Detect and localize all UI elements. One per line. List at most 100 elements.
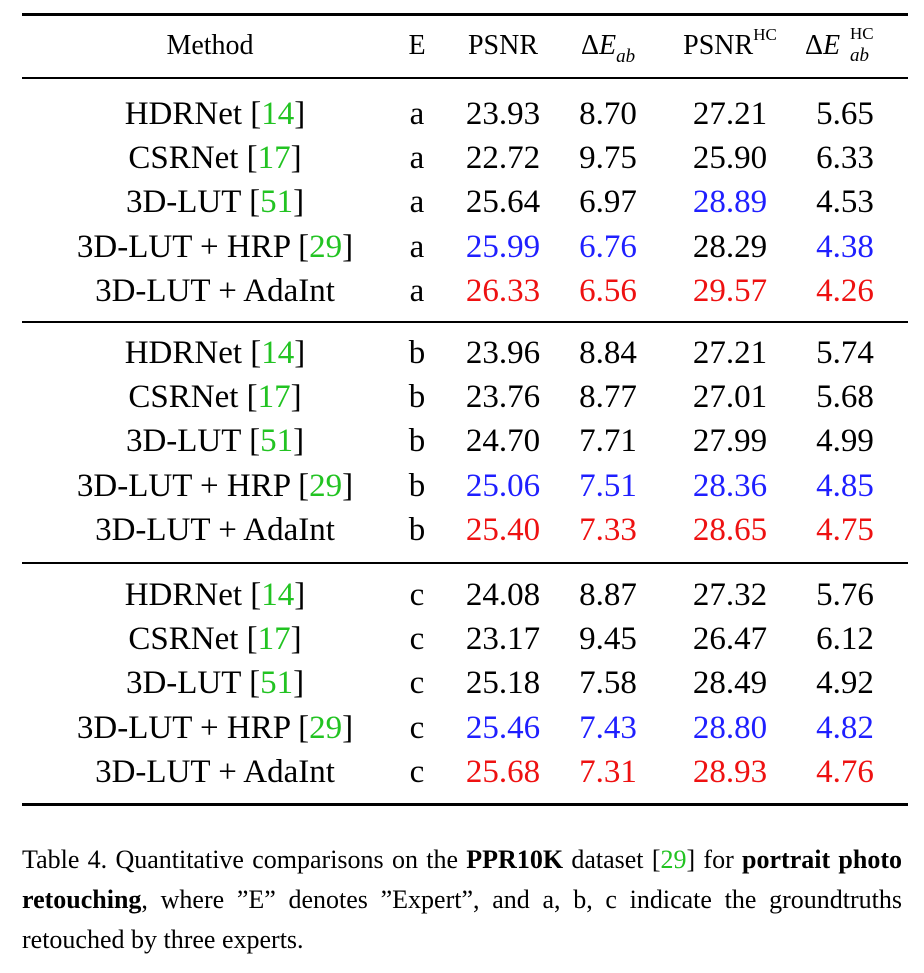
psnr-cell: 25.18 xyxy=(465,665,541,701)
top-rule xyxy=(22,13,908,16)
delta-e-cell: 9.75 xyxy=(579,140,637,176)
expert-cell: c xyxy=(409,577,425,613)
delta-e-cell: 7.71 xyxy=(579,423,637,459)
method-name: HDRNet xyxy=(124,577,251,613)
psnr-cell: 22.72 xyxy=(465,140,541,176)
citation-ref[interactable]: 14 xyxy=(261,577,295,613)
group-rule xyxy=(22,321,908,323)
table-row: 3D-LUT [51] b 24.70 7.71 27.99 4.99 xyxy=(0,419,924,463)
psnr-cell: 23.17 xyxy=(465,621,541,657)
delta-e-cell: 7.33 xyxy=(579,512,637,548)
psnr-cell: 25.64 xyxy=(465,184,541,220)
psnr-cell: 23.76 xyxy=(465,379,541,415)
header-psnr: PSNR xyxy=(467,30,539,61)
psnr-hc-cell: 29.57 xyxy=(692,273,768,309)
header-expert: E xyxy=(408,30,426,61)
citation-ref[interactable]: 14 xyxy=(261,335,295,371)
method-name: 3D-LUT + AdaInt xyxy=(95,512,335,548)
psnr-hc-cell: 28.49 xyxy=(692,665,768,701)
expert-cell: b xyxy=(408,468,426,504)
header-delta-e-hc: ΔE HC ab xyxy=(805,24,874,66)
expert-cell: c xyxy=(409,710,425,746)
delta-e-hc-cell: 5.76 xyxy=(816,577,874,613)
citation-ref[interactable]: 17 xyxy=(257,140,291,176)
method-name: CSRNet xyxy=(128,621,247,657)
expert-cell: c xyxy=(409,665,425,701)
delta-e-cell: 8.84 xyxy=(579,335,637,371)
psnr-cell: 24.08 xyxy=(465,577,541,613)
psnr-cell: 25.40 xyxy=(465,512,541,548)
psnr-hc-cell: 27.21 xyxy=(692,335,768,371)
psnr-cell: 25.46 xyxy=(465,710,541,746)
delta-e-hc-cell: 5.74 xyxy=(816,335,874,371)
delta-e-cell: 7.31 xyxy=(579,754,637,790)
header-method: Method xyxy=(166,30,254,61)
psnr-cell: 23.93 xyxy=(465,96,541,132)
citation-ref[interactable]: 17 xyxy=(257,621,291,657)
citation-ref[interactable]: 29 xyxy=(309,710,343,746)
psnr-hc-cell: 28.89 xyxy=(692,184,768,220)
delta-e-cell: 6.97 xyxy=(579,184,637,220)
citation-ref[interactable]: 14 xyxy=(261,96,295,132)
citation-ref[interactable]: 51 xyxy=(260,423,294,459)
psnr-hc-cell: 26.47 xyxy=(692,621,768,657)
delta-e-hc-cell: 4.75 xyxy=(816,512,874,548)
citation-ref[interactable]: 17 xyxy=(257,379,291,415)
psnr-hc-cell: 25.90 xyxy=(692,140,768,176)
delta-e-hc-cell: 4.76 xyxy=(816,754,874,790)
method-name: 3D-LUT xyxy=(125,665,250,701)
header-row: Method E PSNR ΔEab PSNRHC ΔE HC ab xyxy=(0,24,924,68)
table-row: HDRNet [14] a 23.93 8.70 27.21 5.65 xyxy=(0,92,924,136)
method-cell: 3D-LUT + AdaInt xyxy=(30,508,400,552)
table-row: CSRNet [17] c 23.17 9.45 26.47 6.12 xyxy=(0,617,924,661)
expert-cell: b xyxy=(408,379,426,415)
psnr-hc-cell: 27.21 xyxy=(692,96,768,132)
delta-e-cell: 8.77 xyxy=(579,379,637,415)
table-row: 3D-LUT [51] c 25.18 7.58 28.49 4.92 xyxy=(0,661,924,705)
delta-e-cell: 8.70 xyxy=(579,96,637,132)
psnr-hc-cell: 27.01 xyxy=(692,379,768,415)
psnr-cell: 25.68 xyxy=(465,754,541,790)
table-caption: Table 4. Quantitative comparisons on the… xyxy=(22,845,902,954)
method-name: 3D-LUT + HRP xyxy=(76,468,299,504)
psnr-cell: 26.33 xyxy=(465,273,541,309)
citation-ref[interactable]: 51 xyxy=(260,665,294,701)
expert-cell: a xyxy=(409,96,425,132)
psnr-hc-cell: 28.36 xyxy=(692,468,768,504)
method-cell: CSRNet [17] xyxy=(128,140,302,176)
delta-e-hc-cell: 4.82 xyxy=(816,710,874,746)
delta-e-hc-cell: 4.38 xyxy=(816,229,874,265)
delta-e-cell: 7.58 xyxy=(579,665,637,701)
delta-e-cell: 8.87 xyxy=(579,577,637,613)
delta-e-cell: 9.45 xyxy=(579,621,637,657)
header-delta-e: ΔEab xyxy=(580,30,636,67)
citation-ref[interactable]: 29 xyxy=(309,229,343,265)
delta-e-cell: 7.43 xyxy=(579,710,637,746)
method-cell: HDRNet [14] xyxy=(124,577,306,613)
psnr-cell: 24.70 xyxy=(465,423,541,459)
expert-cell: b xyxy=(408,423,426,459)
method-name: CSRNet xyxy=(128,140,247,176)
delta-e-cell: 7.51 xyxy=(579,468,637,504)
method-name: 3D-LUT + HRP xyxy=(76,710,299,746)
psnr-hc-cell: 28.93 xyxy=(692,754,768,790)
expert-cell: a xyxy=(409,140,425,176)
citation-ref[interactable]: 51 xyxy=(260,184,294,220)
delta-e-hc-cell: 5.65 xyxy=(816,96,874,132)
table-row: 3D-LUT + HRP [29] b 25.06 7.51 28.36 4.85 xyxy=(0,464,924,508)
table-row: 3D-LUT + AdaInt c 25.68 7.31 28.93 4.76 xyxy=(0,750,924,794)
delta-e-hc-cell: 4.53 xyxy=(816,184,874,220)
psnr-hc-cell: 27.99 xyxy=(692,423,768,459)
expert-cell: a xyxy=(409,273,425,309)
delta-e-hc-cell: 6.33 xyxy=(816,140,874,176)
method-cell: 3D-LUT + HRP [29] xyxy=(76,710,354,746)
method-name: 3D-LUT + AdaInt xyxy=(95,273,335,309)
table-row: HDRNet [14] c 24.08 8.87 27.32 5.76 xyxy=(0,573,924,617)
expert-cell: b xyxy=(408,512,426,548)
method-cell: 3D-LUT [51] xyxy=(125,184,305,220)
bottom-rule xyxy=(22,803,908,806)
delta-e-cell: 6.56 xyxy=(579,273,637,309)
citation-ref[interactable]: 29 xyxy=(309,468,343,504)
delta-e-hc-cell: 4.92 xyxy=(816,665,874,701)
method-name: HDRNet xyxy=(124,335,251,371)
